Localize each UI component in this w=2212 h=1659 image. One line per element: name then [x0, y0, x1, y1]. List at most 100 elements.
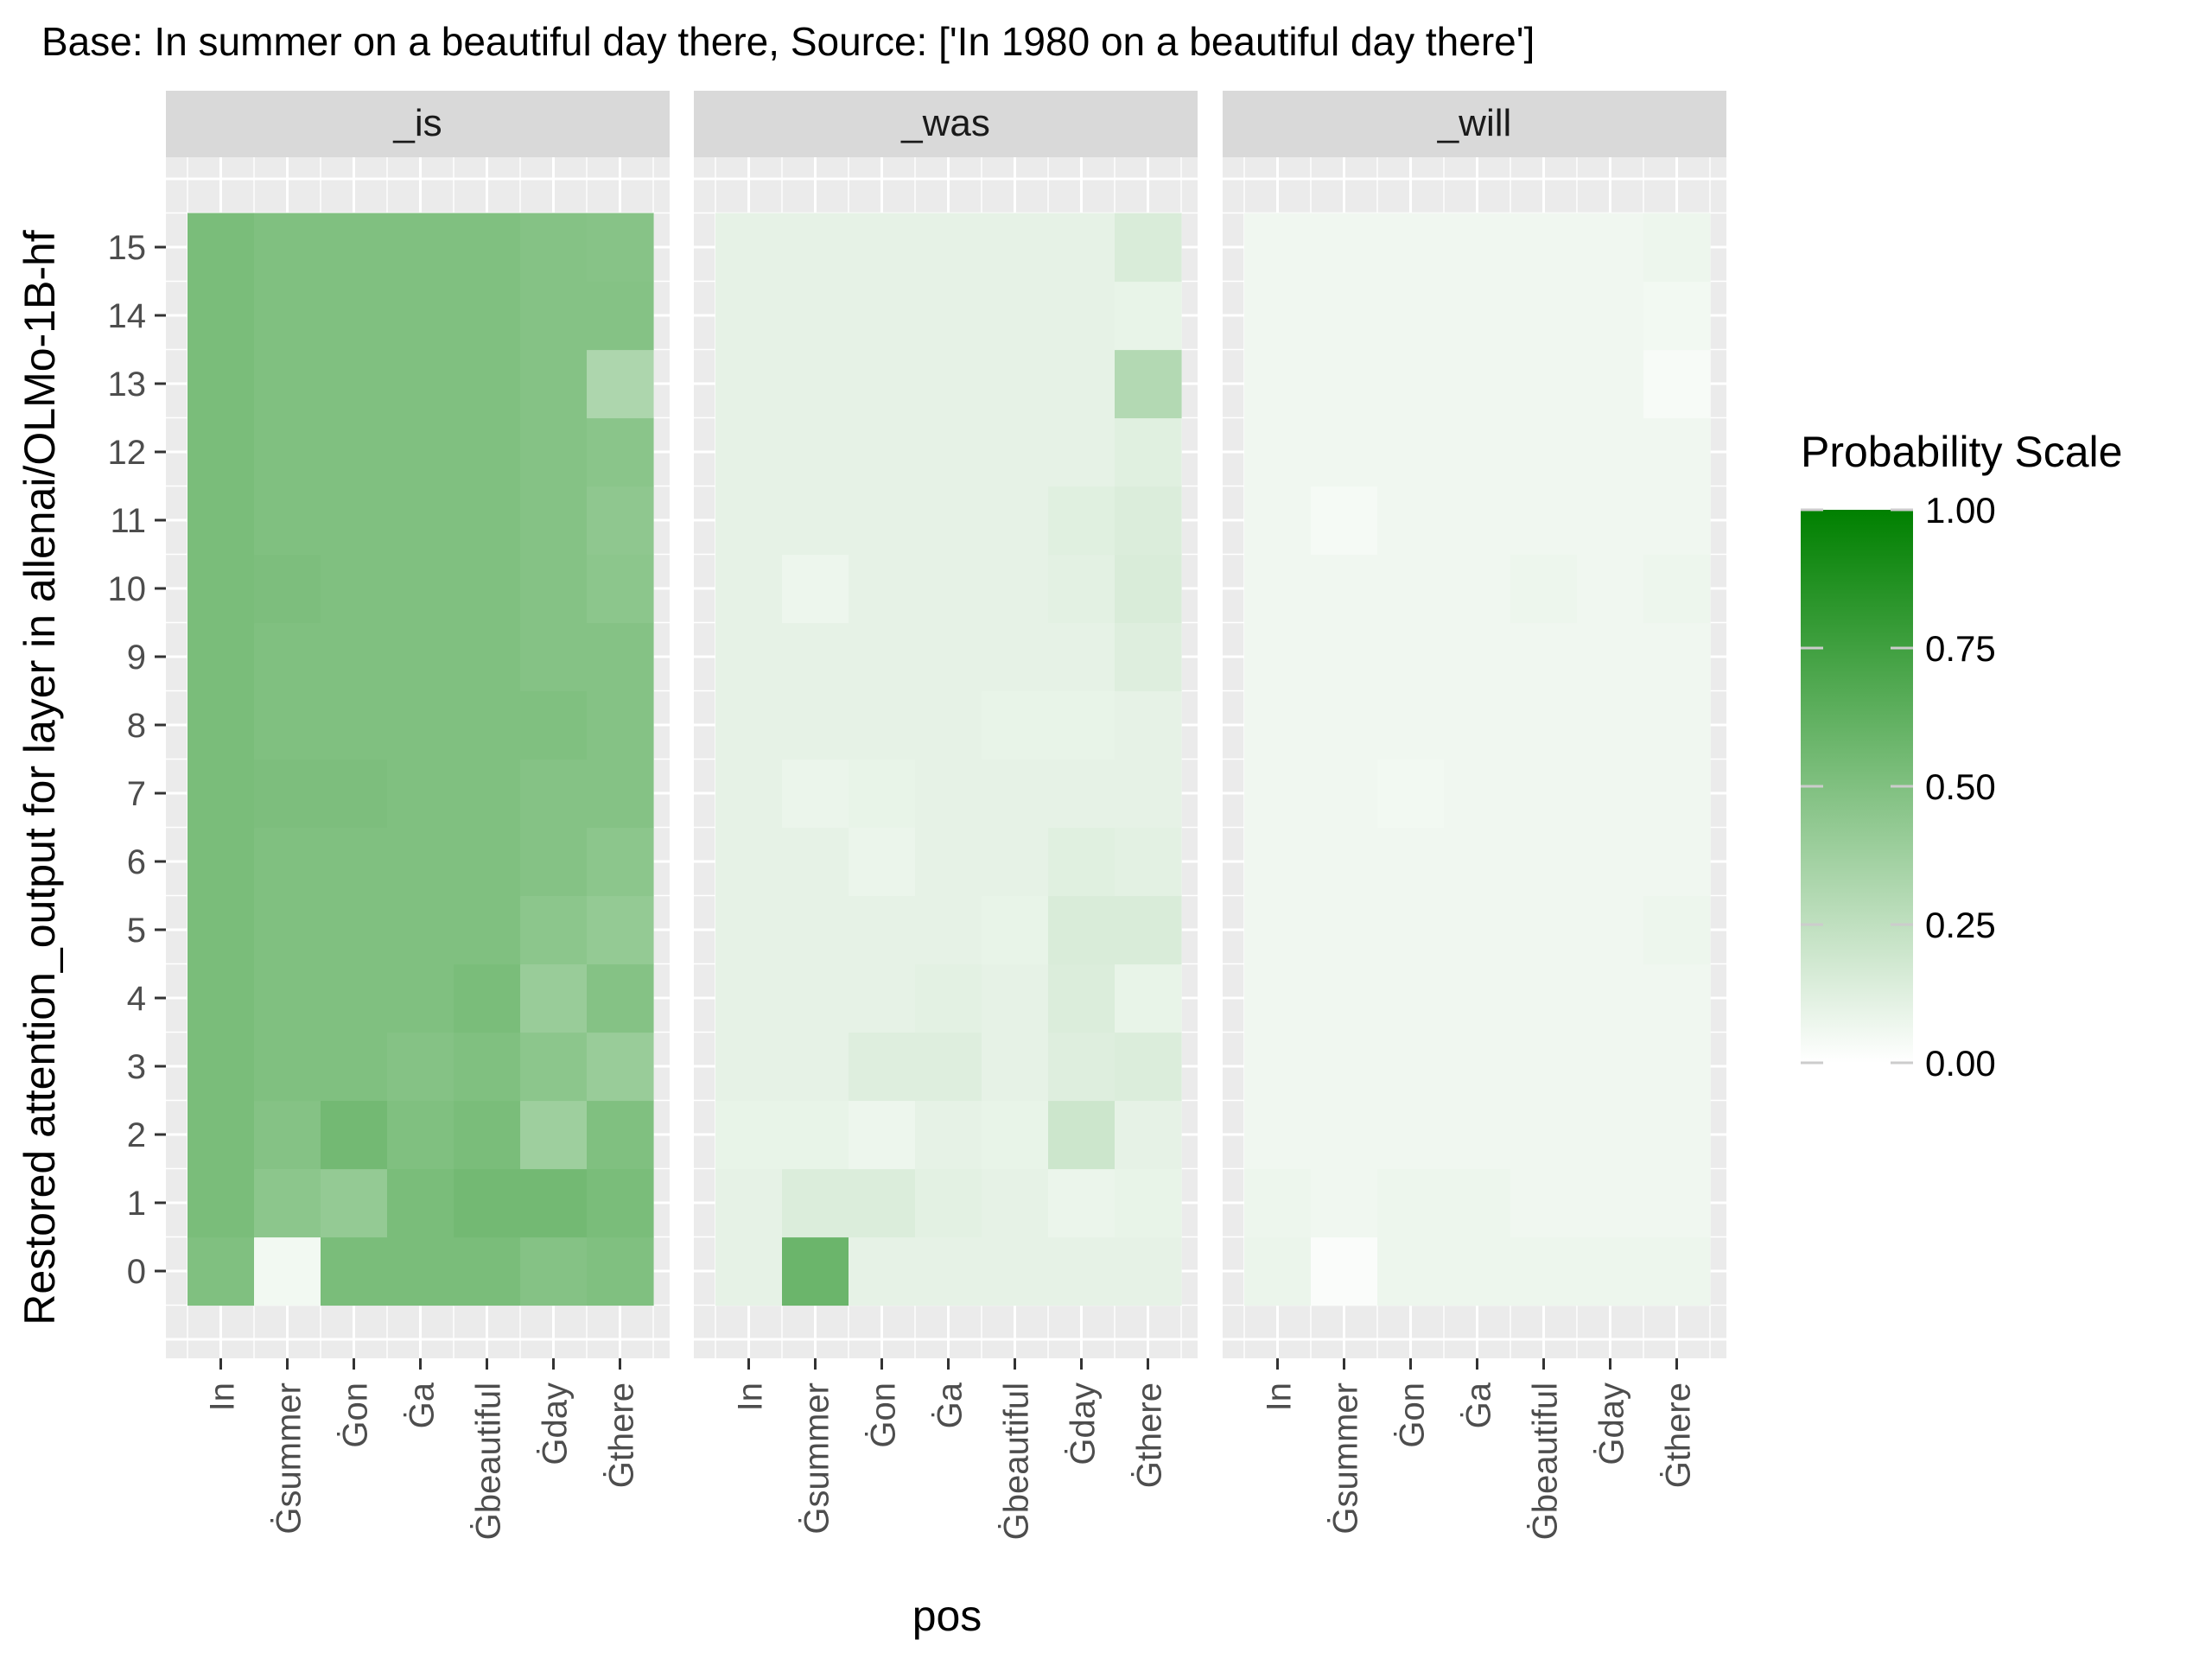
heatmap-cell — [1510, 827, 1578, 897]
heatmap-cell — [1510, 622, 1578, 692]
heatmap-cell — [1377, 213, 1445, 283]
x-tick-label: Ġon — [336, 1382, 375, 1448]
heatmap-cell — [520, 759, 588, 829]
heatmap-cell — [321, 1168, 388, 1238]
heatmap-cell — [387, 622, 454, 692]
heatmap-cell — [915, 963, 982, 1033]
heatmap-cell — [1244, 349, 1312, 419]
heatmap-cell — [587, 417, 654, 487]
heatmap-cell — [1311, 622, 1378, 692]
heatmap-cell — [454, 622, 521, 692]
heatmap-cell — [387, 1236, 454, 1306]
heatmap-cell — [1048, 759, 1116, 829]
heatmap-cell — [520, 622, 588, 692]
heatmap-cell — [715, 963, 783, 1033]
heatmap-cell — [715, 827, 783, 897]
heatmap-cell — [782, 759, 849, 829]
heatmap-cell — [321, 213, 388, 283]
heatmap-cell — [715, 349, 783, 419]
heatmap-cell — [188, 895, 255, 965]
heatmap-cell — [849, 281, 916, 351]
heatmap-cell — [321, 690, 388, 760]
heatmap-cell — [254, 827, 321, 897]
heatmap-cell — [321, 1032, 388, 1102]
heatmap-cell — [849, 1100, 916, 1170]
heatmap-cell — [188, 417, 255, 487]
heatmap-cell — [1444, 622, 1511, 692]
heatmap-cell — [188, 349, 255, 419]
heatmap-cell — [587, 1032, 654, 1102]
x-tick-label: Ġon — [1393, 1382, 1432, 1448]
heatmap-cell — [782, 827, 849, 897]
heatmap-cell — [1444, 690, 1511, 760]
heatmap-cell — [1311, 1100, 1378, 1170]
heatmap-cell — [254, 349, 321, 419]
legend-ticks: 0.00 0.25 0.50 0.75 1.00 — [1801, 490, 1996, 1084]
heatmap-cell — [1048, 895, 1116, 965]
heatmap-cell — [1048, 349, 1116, 419]
heatmap-cell — [387, 417, 454, 487]
heatmap-cell — [1115, 827, 1182, 897]
heatmap-cell — [849, 759, 916, 829]
legend-tick-label: 0.75 — [1925, 628, 1996, 669]
heatmap-cell — [188, 1168, 255, 1238]
heatmap-cell — [782, 1168, 849, 1238]
heatmap-cell — [782, 349, 849, 419]
heatmap-cell — [1377, 1032, 1445, 1102]
heatmap-cell — [387, 349, 454, 419]
x-axis-label: pos — [912, 1592, 982, 1640]
x-axis-ticks: In Ġsummer Ġon Ġa Ġbeautiful Ġday Ġthere — [732, 1358, 1169, 1540]
heatmap-cell — [982, 759, 1049, 829]
heatmap-cell — [1510, 417, 1578, 487]
heatmap-cell — [1444, 895, 1511, 965]
heatmap-cell — [1377, 1236, 1445, 1306]
heatmap-cell — [982, 213, 1049, 283]
heatmap-cell — [254, 1100, 321, 1170]
heatmap-cell — [454, 1168, 521, 1238]
y-tick-label: 2 — [127, 1116, 146, 1154]
x-axis-ticks: In Ġsummer Ġon Ġa Ġbeautiful Ġday Ġthere — [1261, 1358, 1698, 1540]
heatmap-cell — [454, 213, 521, 283]
heatmap-cell — [1444, 759, 1511, 829]
heatmap-cell — [321, 895, 388, 965]
heatmap-cell — [1643, 759, 1711, 829]
heatmap-cell — [188, 690, 255, 760]
heatmap-cell — [1115, 1236, 1182, 1306]
heatmap-cell — [520, 895, 588, 965]
heatmap-cell — [1377, 349, 1445, 419]
heatmap-cell — [587, 622, 654, 692]
heatmap-cell — [520, 281, 588, 351]
heatmap-cell — [321, 281, 388, 351]
heatmap-cell — [1377, 1100, 1445, 1170]
heatmap-cell — [849, 895, 916, 965]
y-tick-label: 4 — [127, 980, 146, 1018]
y-tick-label: 10 — [108, 570, 147, 608]
heatmap-cell — [587, 486, 654, 556]
heatmap-cell — [1643, 1236, 1711, 1306]
heatmap-cell — [587, 827, 654, 897]
heatmap-cell — [1577, 1236, 1644, 1306]
heatmap-cell — [188, 1236, 255, 1306]
heatmap-cell — [520, 554, 588, 624]
heatmap-cell — [520, 1168, 588, 1238]
heatmap-cell — [387, 1168, 454, 1238]
heatmap-cell — [254, 1168, 321, 1238]
legend-tick-label: 0.25 — [1925, 905, 1996, 945]
heatmap-cell — [849, 690, 916, 760]
heatmap-cell — [1643, 963, 1711, 1033]
heatmap-cell — [587, 895, 654, 965]
heatmap-cell — [1643, 349, 1711, 419]
heatmap-cell — [454, 554, 521, 624]
heatmap-cell — [1115, 895, 1182, 965]
heatmap-cells — [715, 213, 1182, 1306]
heatmap-cell — [1577, 1168, 1644, 1238]
heatmap-cell — [715, 1100, 783, 1170]
heatmap-cell — [915, 827, 982, 897]
heatmap-cell — [1311, 1168, 1378, 1238]
heatmap-cell — [387, 554, 454, 624]
x-tick-label: Ġthere — [602, 1382, 641, 1488]
heatmap-cell — [1244, 622, 1312, 692]
heatmap-cell — [1577, 963, 1644, 1033]
heatmap-cell — [849, 1236, 916, 1306]
